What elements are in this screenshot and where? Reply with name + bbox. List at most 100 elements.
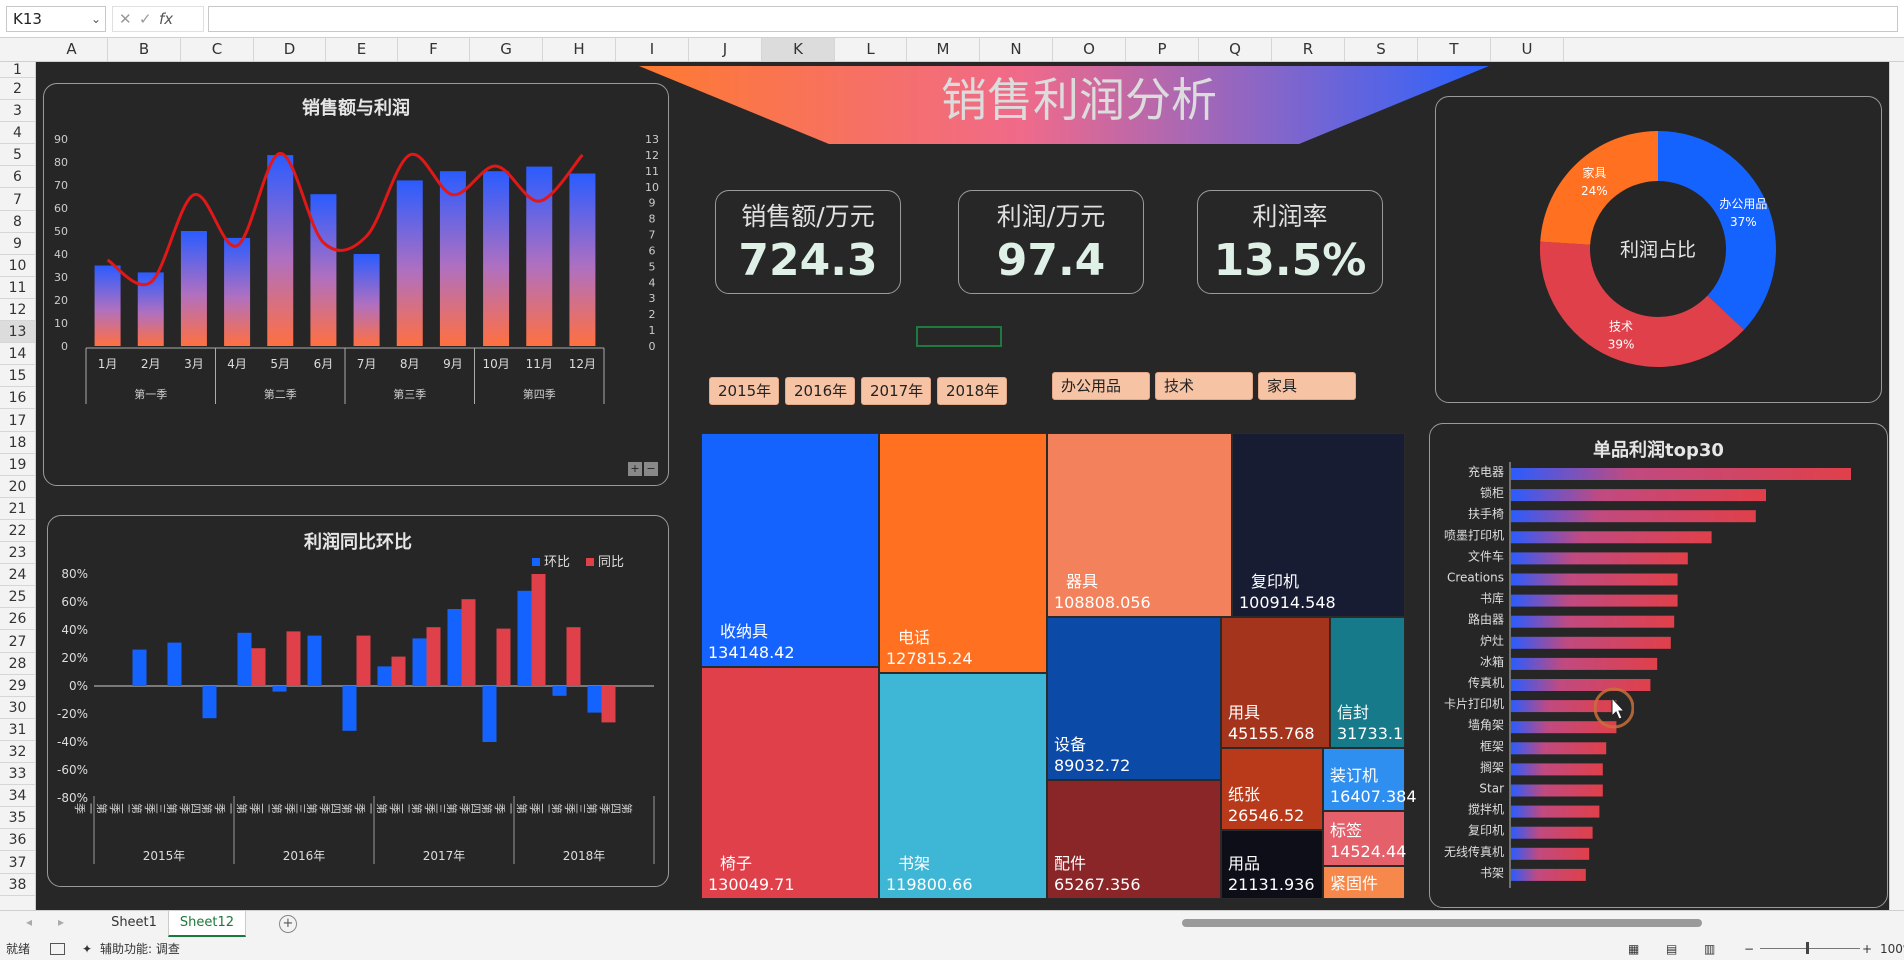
row-header-15[interactable]: 15 <box>0 365 35 388</box>
confirm-icon[interactable]: ✓ <box>139 10 152 28</box>
treemap-tile[interactable]: 椅子 130049.71 <box>701 667 879 899</box>
row-header-31[interactable]: 31 <box>0 719 35 741</box>
row-header-19[interactable]: 19 <box>0 454 35 476</box>
formula-input[interactable] <box>208 6 1898 32</box>
column-header-e[interactable]: E <box>326 38 398 61</box>
treemap-tile[interactable]: 复印机 100914.548 <box>1232 433 1405 617</box>
column-header-i[interactable]: I <box>616 38 689 61</box>
row-header-21[interactable]: 21 <box>0 498 35 520</box>
row-header-18[interactable]: 18 <box>0 432 35 454</box>
slicer-year-2017[interactable]: 2017年 <box>861 377 931 405</box>
horizontal-scroll-thumb[interactable] <box>1182 919 1702 927</box>
sheet-grid[interactable]: 销售利润分析 销售额与利润 0 10 20 30 40 50 60 70 80 90 0 1 2 3 4 5 6… <box>36 62 1904 910</box>
row-header-14[interactable]: 14 <box>0 343 35 366</box>
profit-share-chart[interactable]: 办公用品 37% 技术 39% 家具 24% 利润占比 <box>1436 97 1881 402</box>
row-header-10[interactable]: 10 <box>0 255 35 277</box>
column-header-j[interactable]: J <box>689 38 762 61</box>
expand-icon[interactable]: + <box>628 462 642 476</box>
slicer-category-furniture[interactable]: 家具 <box>1258 372 1356 400</box>
slicer-year-2016[interactable]: 2016年 <box>785 377 855 405</box>
insert-function-icon[interactable]: fx <box>159 10 174 28</box>
zoom-in-icon[interactable]: + <box>1862 942 1873 956</box>
row-header-32[interactable]: 32 <box>0 741 35 763</box>
row-header-30[interactable]: 30 <box>0 697 35 719</box>
column-header-s[interactable]: S <box>1345 38 1418 61</box>
row-header-16[interactable]: 16 <box>0 387 35 410</box>
sheet-tab-sheet12[interactable]: Sheet12 <box>168 911 246 937</box>
column-header-c[interactable]: C <box>181 38 254 61</box>
scroll-right-icon[interactable]: ▸ <box>58 915 65 929</box>
row-header-5[interactable]: 5 <box>0 144 35 167</box>
zoom-slider[interactable] <box>1760 948 1860 949</box>
row-header-2[interactable]: 2 <box>0 78 35 100</box>
column-header-o[interactable]: O <box>1053 38 1126 61</box>
row-header-37[interactable]: 37 <box>0 852 35 874</box>
cancel-icon[interactable]: ✕ <box>119 10 132 28</box>
row-header-11[interactable]: 11 <box>0 277 35 299</box>
row-header-34[interactable]: 34 <box>0 785 35 808</box>
column-header-h[interactable]: H <box>543 38 616 61</box>
chevron-down-icon[interactable]: ⌄ <box>90 12 101 26</box>
vertical-scrollbar[interactable] <box>1889 62 1904 910</box>
column-header-f[interactable]: F <box>398 38 470 61</box>
macro-record-icon[interactable] <box>50 943 65 955</box>
row-header-4[interactable]: 4 <box>0 122 35 145</box>
profit-growth-chart[interactable]: 80%60%40%20%0%-20%-40%-60%-80%第一季 第二季 第三季第… <box>48 516 668 886</box>
zoom-slider-thumb[interactable] <box>1806 942 1809 954</box>
treemap-tile[interactable]: 纸张 26546.52 <box>1221 748 1323 830</box>
selected-cell[interactable] <box>916 326 1002 347</box>
column-header-t[interactable]: T <box>1418 38 1491 61</box>
sheet-tab-sheet1[interactable]: Sheet1 <box>111 915 157 930</box>
treemap-tile[interactable]: 收纳具 134148.42 <box>701 433 879 667</box>
slicer-category-office[interactable]: 办公用品 <box>1052 372 1150 400</box>
row-header-20[interactable]: 20 <box>0 476 35 498</box>
row-header-38[interactable]: 38 <box>0 874 35 896</box>
zoom-level[interactable]: 100% <box>1880 942 1904 956</box>
column-header-k[interactable]: K <box>762 38 835 61</box>
row-header-35[interactable]: 35 <box>0 807 35 830</box>
status-accessibility[interactable]: 辅助功能: 调查 <box>100 942 180 956</box>
row-header-27[interactable]: 27 <box>0 631 35 653</box>
row-header-22[interactable]: 22 <box>0 520 35 542</box>
row-header-1[interactable]: 1 <box>0 62 35 78</box>
column-header-d[interactable]: D <box>254 38 326 61</box>
name-box[interactable]: K13 ⌄ <box>6 6 106 32</box>
row-header-13[interactable]: 13 <box>0 321 35 344</box>
row-header-9[interactable]: 9 <box>0 233 35 255</box>
treemap-tile[interactable]: 装订机 16407.384 <box>1323 748 1417 811</box>
row-header-36[interactable]: 36 <box>0 829 35 852</box>
row-header-23[interactable]: 23 <box>0 542 35 565</box>
row-header-7[interactable]: 7 <box>0 189 35 211</box>
treemap-tile[interactable]: 用具 45155.768 <box>1221 617 1330 748</box>
column-header-n[interactable]: N <box>980 38 1053 61</box>
column-header-a[interactable]: A <box>36 38 108 61</box>
column-header-b[interactable]: B <box>108 38 181 61</box>
column-header-g[interactable]: G <box>470 38 543 61</box>
treemap-tile[interactable]: 电话 127815.24 <box>879 433 1047 673</box>
column-header-q[interactable]: Q <box>1199 38 1272 61</box>
column-header-u[interactable]: U <box>1491 38 1564 61</box>
slicer-year-2018[interactable]: 2018年 <box>937 377 1007 405</box>
row-header-24[interactable]: 24 <box>0 564 35 587</box>
page-layout-icon[interactable]: ▤ <box>1666 942 1678 956</box>
row-header-12[interactable]: 12 <box>0 299 35 321</box>
row-header-8[interactable]: 8 <box>0 211 35 233</box>
zoom-out-icon[interactable]: − <box>1744 942 1755 956</box>
row-header-6[interactable]: 6 <box>0 166 35 189</box>
horizontal-scrollbar[interactable] <box>1172 917 1886 929</box>
row-header-17[interactable]: 17 <box>0 410 35 432</box>
row-header-26[interactable]: 26 <box>0 608 35 631</box>
row-header-28[interactable]: 28 <box>0 653 35 675</box>
row-header-29[interactable]: 29 <box>0 675 35 697</box>
column-header-p[interactable]: P <box>1126 38 1199 61</box>
row-header-33[interactable]: 33 <box>0 763 35 786</box>
scroll-left-icon[interactable]: ◂ <box>26 915 33 929</box>
add-sheet-icon[interactable]: + <box>279 915 297 933</box>
treemap-tile[interactable]: 标签 14524.44 <box>1323 811 1406 866</box>
treemap-tile[interactable]: 器具 108808.056 <box>1047 433 1232 617</box>
accessibility-icon[interactable]: ✦ <box>82 942 93 956</box>
treemap-tile[interactable]: 书架 119800.66 <box>879 673 1047 899</box>
treemap-tile[interactable]: 配件 65267.356 <box>1047 780 1221 899</box>
